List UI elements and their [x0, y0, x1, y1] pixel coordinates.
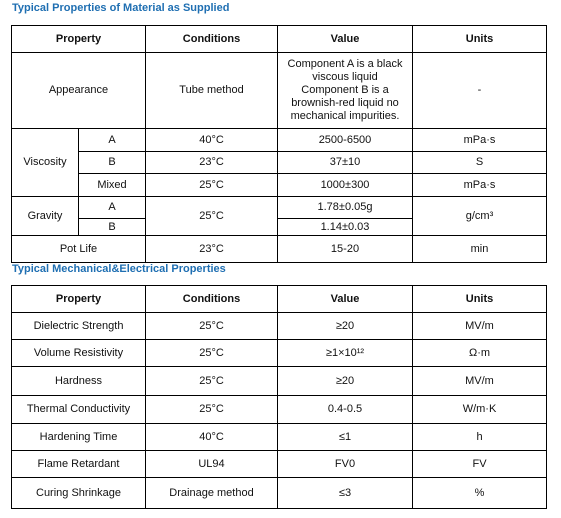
cell: - — [412, 52, 547, 129]
cell: 37±10 — [277, 151, 413, 174]
cell: A — [78, 196, 146, 219]
cell: mPa·s — [412, 128, 547, 152]
row: Flame Retardant UL94 FV0 FV — [11, 450, 547, 478]
row: Volume Resistivity 25°C ≥1×10¹² Ω·m — [11, 339, 547, 367]
cell: ≥20 — [277, 312, 413, 340]
cell: 15-20 — [277, 235, 413, 263]
header-cell: Units — [412, 285, 547, 313]
cell: ≤3 — [277, 477, 413, 509]
cell: FV0 — [277, 450, 413, 478]
properties-table: Property Conditions Value Units Dielectric S… — [11, 285, 547, 509]
cell: 25°C — [145, 312, 278, 340]
cell: B — [78, 218, 146, 236]
cell: S — [412, 151, 547, 174]
header-cell: Property — [11, 25, 146, 53]
cell: 40°C — [145, 423, 278, 451]
cell: Viscosity — [11, 128, 79, 197]
header-cell: Property — [11, 285, 146, 313]
section-title: Typical Properties of Material as Suppli… — [12, 2, 230, 14]
cell: Thermal Conductivity — [11, 395, 146, 424]
cell: 0.4-0.5 — [277, 395, 413, 424]
cell: 2500-6500 — [277, 128, 413, 152]
cell: 25°C — [145, 339, 278, 367]
row: Thermal Conductivity 25°C 0.4-0.5 W/m·K — [11, 395, 547, 424]
cell: 40°C — [145, 128, 278, 152]
cell: 1000±300 — [277, 173, 413, 197]
cell: A — [78, 128, 146, 152]
cell: B — [78, 151, 146, 174]
text: Component A is a black viscous liquid — [287, 58, 403, 83]
header-cell: Value — [277, 285, 413, 313]
cell: Curing Shrinkage — [11, 477, 146, 509]
cell: FV — [412, 450, 547, 478]
row: Hardness 25°C ≥20 MV/m — [11, 366, 547, 396]
cell: ≥20 — [277, 366, 413, 396]
cell: MV/m — [412, 366, 547, 396]
cell: 25°C — [145, 196, 278, 236]
cell: 1.78±0.05g — [277, 196, 413, 219]
row: Dielectric Strength 25°C ≥20 MV/m — [11, 312, 547, 340]
cell: Appearance — [11, 52, 146, 129]
cell: h — [412, 423, 547, 451]
cell: Gravity — [11, 196, 79, 236]
cell: ≤1 — [277, 423, 413, 451]
cell: 25°C — [145, 366, 278, 396]
cell: Hardening Time — [11, 423, 146, 451]
header-cell: Conditions — [145, 285, 278, 313]
row: Curing Shrinkage Drainage method ≤3% — [11, 477, 547, 509]
cell: Tube method — [145, 52, 278, 129]
cell: mPa·s — [412, 173, 547, 197]
cell: 25°C — [145, 395, 278, 424]
cell: g/cm³ — [412, 196, 547, 236]
header-row: Property Conditions Value Units — [11, 285, 547, 313]
header-cell: Conditions — [145, 25, 278, 53]
cell: Mixed — [78, 173, 146, 197]
cell: Hardness — [11, 366, 146, 396]
header-cell: Value — [277, 25, 413, 53]
cell: 1.14±0.03 — [277, 218, 413, 236]
cell: % — [412, 477, 547, 509]
cell: Component A is a black viscous liquid Com… — [277, 52, 413, 129]
text: Component B is a brownish-red liquid no … — [290, 84, 400, 122]
cell: Ω·m — [412, 339, 547, 367]
header-cell: Units — [412, 25, 547, 53]
section-title: Typical Mechanical&Electrical Properties — [12, 263, 226, 275]
cell: ≥1×10¹² — [277, 339, 413, 367]
cell: min — [412, 235, 547, 263]
cell: W/m·K — [412, 395, 547, 424]
cell: Dielectric Strength — [11, 312, 146, 340]
cell: Flame Retardant — [11, 450, 146, 478]
cell: 25°C — [145, 173, 278, 197]
cell: Drainage method — [145, 477, 278, 509]
cell: UL94 — [145, 450, 278, 478]
properties-table: Property Conditions Value Units Appearan… — [11, 25, 547, 263]
row: Hardening Time 40°C ≤1 h — [11, 423, 547, 451]
cell: Volume Resistivity — [11, 339, 146, 367]
cell: MV/m — [412, 312, 547, 340]
cell: 23°C — [145, 151, 278, 174]
cell: Pot Life — [11, 235, 146, 263]
cell: 23°C — [145, 235, 278, 263]
